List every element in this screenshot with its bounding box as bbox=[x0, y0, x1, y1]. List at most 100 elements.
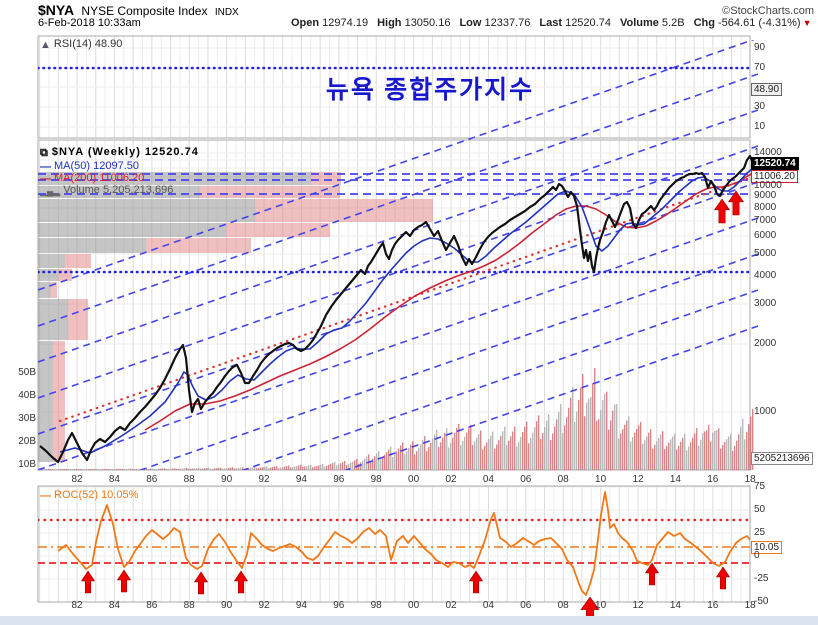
candlestick-icon: ⧉ bbox=[40, 147, 49, 159]
quote-value: 12974.19 bbox=[319, 17, 369, 29]
volume-axis-tick: 10B bbox=[18, 459, 36, 470]
roc-axis-tick: -50 bbox=[754, 596, 769, 607]
copyright-label: ©StockCharts.com bbox=[722, 5, 814, 17]
change-down-icon: ▼ bbox=[802, 18, 812, 28]
indicator-area-icon: ▲ bbox=[40, 39, 51, 51]
korean-title-annotation: 뉴욕 종합주가지수 bbox=[325, 77, 535, 104]
year-axis-tick-mid: 94 bbox=[295, 474, 307, 485]
year-axis-tick-bottom: 96 bbox=[333, 600, 345, 611]
ma50-line-icon: — bbox=[40, 161, 51, 173]
rsi-axis-tick: 90 bbox=[754, 42, 766, 53]
year-axis-tick-bottom: 88 bbox=[183, 600, 195, 611]
volume-axis-tick: 20B bbox=[18, 436, 36, 447]
year-axis-tick-mid: 02 bbox=[445, 474, 457, 485]
rsi-legend-label: RSI(14) 48.90 bbox=[53, 38, 123, 50]
volume-axis-tick: 40B bbox=[18, 390, 36, 401]
quote-label: Open bbox=[291, 17, 320, 29]
price-legend-label: $NYA (Weekly) 12520.74 bbox=[51, 146, 199, 158]
roc-axis-tick: 50 bbox=[754, 504, 766, 515]
roc-value-box: 10.05 bbox=[751, 541, 783, 554]
price-axis-tick: 7000 bbox=[754, 215, 777, 226]
price-axis-tick: 8000 bbox=[754, 202, 777, 213]
price-axis-tick: 9000 bbox=[754, 190, 777, 201]
ma200-line-icon: — bbox=[40, 173, 51, 185]
ma200-value-box: 11006.20 bbox=[751, 170, 798, 183]
roc-legend-label: ROC(52) 10.05% bbox=[54, 489, 139, 501]
year-axis-tick-bottom: 14 bbox=[669, 600, 681, 611]
year-axis-tick-mid: 06 bbox=[520, 474, 532, 485]
year-axis-tick-mid: 96 bbox=[333, 474, 345, 485]
year-axis-tick-mid: 12 bbox=[632, 474, 644, 485]
year-axis-tick-bottom: 84 bbox=[108, 600, 120, 611]
footer-strip bbox=[0, 616, 818, 625]
symbol-type: INDX bbox=[214, 7, 239, 18]
volume-axis-tick: 30B bbox=[18, 413, 36, 424]
year-axis-tick-mid: 08 bbox=[557, 474, 569, 485]
volume-axis-tick: 50B bbox=[18, 367, 36, 378]
year-axis-tick-mid: 00 bbox=[408, 474, 420, 485]
year-axis-tick-mid: 18 bbox=[744, 474, 756, 485]
quote-value: 12520.74 bbox=[562, 17, 611, 29]
ma50-legend: — MA(50) 12097.50 bbox=[40, 160, 139, 173]
year-axis-tick-mid: 86 bbox=[146, 474, 158, 485]
volume-legend: ▁▄▂ Volume 5,205,213,696 bbox=[40, 184, 173, 197]
year-axis-tick-bottom: 08 bbox=[557, 600, 569, 611]
year-axis-tick-bottom: 12 bbox=[632, 600, 644, 611]
quote-label: Low bbox=[459, 17, 482, 29]
price-axis-tick: 3000 bbox=[754, 298, 777, 309]
rsi-axis-tick: 30 bbox=[754, 101, 766, 112]
quote-value: -564.61 (-4.31%) bbox=[714, 17, 801, 29]
year-axis-tick-mid: 92 bbox=[258, 474, 270, 485]
year-axis-tick-mid: 84 bbox=[108, 474, 120, 485]
ma200-legend: — MA(200) 11006.20 bbox=[40, 172, 144, 185]
rsi-axis-tick: 70 bbox=[754, 62, 766, 73]
price-legend: ⧉ $NYA (Weekly) 12520.74 bbox=[40, 146, 199, 159]
last-price-box: 12520.74 bbox=[751, 157, 799, 170]
year-axis-tick-bottom: 10 bbox=[595, 600, 607, 611]
quote-datetime: 6-Feb-2018 10:33am bbox=[38, 17, 141, 29]
year-axis-tick-bottom: 16 bbox=[707, 600, 719, 611]
year-axis-tick-mid: 90 bbox=[221, 474, 233, 485]
year-axis-tick-bottom: 18 bbox=[744, 600, 756, 611]
price-axis-tick: 10000 bbox=[754, 180, 782, 191]
year-axis-tick-bottom: 06 bbox=[520, 600, 532, 611]
quote-label: High bbox=[377, 17, 402, 29]
roc-axis-tick: 0 bbox=[754, 550, 760, 561]
price-axis-tick: 2000 bbox=[754, 338, 777, 349]
year-axis-tick-bottom: 98 bbox=[370, 600, 382, 611]
year-axis-tick-bottom: 04 bbox=[482, 600, 494, 611]
rsi-legend: ▲ RSI(14) 48.90 bbox=[40, 38, 122, 51]
year-axis-tick-bottom: 92 bbox=[258, 600, 270, 611]
header-quote-row: 6-Feb-2018 10:33am Open 12974.19 High 130… bbox=[38, 17, 818, 31]
year-axis-tick-mid: 10 bbox=[595, 474, 607, 485]
ma50-legend-label: MA(50) 12097.50 bbox=[54, 160, 139, 172]
year-axis-tick-mid: 88 bbox=[183, 474, 195, 485]
rsi-axis-tick: 10 bbox=[754, 121, 766, 132]
index-name: NYSE Composite Index bbox=[81, 4, 208, 18]
quote-label: Chg bbox=[693, 17, 715, 29]
year-axis-tick-mid: 98 bbox=[370, 474, 382, 485]
year-axis-tick-mid: 16 bbox=[707, 474, 719, 485]
volume-value-box: 5205213696 bbox=[751, 452, 813, 465]
quote-value: 12337.76 bbox=[481, 17, 531, 29]
year-axis-tick-bottom: 82 bbox=[71, 600, 83, 611]
volume-bars-icon: ▁▄▂ bbox=[40, 186, 61, 196]
year-axis-tick-bottom: 86 bbox=[146, 600, 158, 611]
rsi-value-box: 48.90 bbox=[751, 83, 783, 96]
year-axis-tick-mid: 04 bbox=[482, 474, 494, 485]
price-axis-tick: 1000 bbox=[754, 406, 777, 417]
ma200-legend-label: MA(200) 11006.20 bbox=[54, 172, 145, 184]
quote-label: Volume bbox=[619, 17, 659, 29]
year-axis-tick-bottom: 00 bbox=[408, 600, 420, 611]
year-axis-tick-bottom: 94 bbox=[295, 600, 307, 611]
quote-label: Last bbox=[539, 17, 563, 29]
quote-value: 13050.16 bbox=[401, 17, 451, 29]
year-axis-tick-mid: 14 bbox=[669, 474, 681, 485]
quote-value: 5.2B bbox=[658, 17, 685, 29]
roc-axis-tick: 25 bbox=[754, 527, 766, 538]
price-axis-tick: 4000 bbox=[754, 270, 777, 281]
roc-line-icon: — bbox=[40, 490, 51, 502]
quote-strip: Open 12974.19 High 13050.16 Low 12337.76 La… bbox=[282, 17, 811, 29]
